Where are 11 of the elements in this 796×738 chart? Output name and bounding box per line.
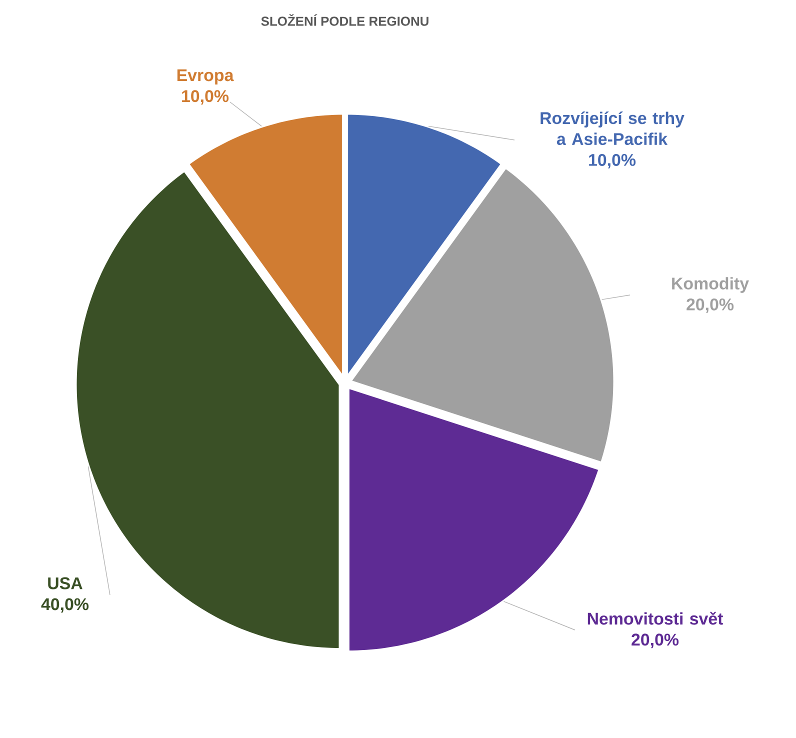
data-label: 10,0% [182,90,229,105]
data-label: 20,0% [686,298,734,313]
data-label: 40,0% [41,598,89,613]
slice-label: Komodity [672,277,749,293]
slice-label: Rozvíjející se trhy a Asie-Pacifik [540,112,684,146]
slice-label: USA [48,577,82,590]
slice-label: Nemovitosti svět [588,612,724,625]
chart-title: SLOŽENÍ PODLE REGIONU [261,14,428,26]
slice-label: Evropa [177,69,234,85]
data-label: 10,0% [589,154,636,168]
data-label: 20,0% [632,634,679,648]
